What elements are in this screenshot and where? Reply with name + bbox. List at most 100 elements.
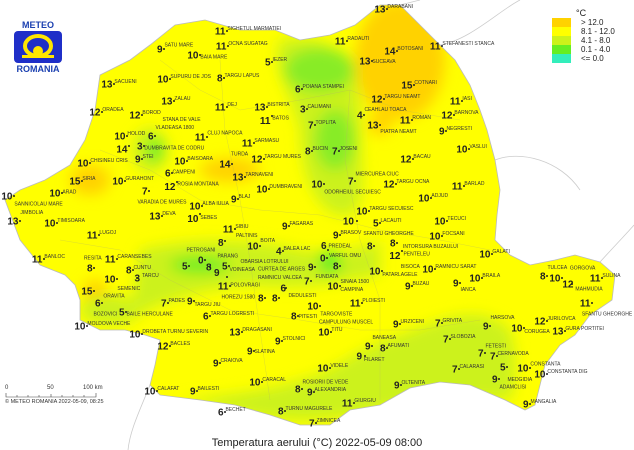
station: 11 STEFANESTI STANCA [430, 41, 495, 53]
station-temperature: 11 [195, 133, 206, 144]
station-temperature: 12 [251, 155, 263, 166]
legend-label: 4.1 - 8.0 [581, 36, 611, 45]
station: 11 SARMASU [242, 138, 280, 150]
station-temperature: 12 [371, 95, 383, 106]
station-name: BACAU [413, 154, 431, 160]
station-name: SARMASU [254, 138, 279, 144]
station: 10 DROBETA TURNU SEVERIN [129, 329, 208, 341]
station: 13 SUCEAVA [359, 57, 396, 68]
station-dot [368, 210, 370, 212]
station-dot [124, 180, 126, 182]
station-dot [141, 114, 143, 116]
station: 4 BALEA LAC [276, 246, 311, 258]
station-temperature: 12 [400, 155, 412, 166]
station-temperature: 9 [231, 195, 237, 206]
station-name: SUCEAVA [372, 59, 396, 65]
station-temperature: 14 [384, 47, 396, 58]
station-dot [196, 390, 198, 392]
station-dot [339, 234, 341, 236]
station-name: NEGRESTI [446, 126, 472, 132]
station: 9 FAGARAS [282, 221, 314, 233]
station-temperature: 10 [327, 282, 339, 293]
station-temperature: 6 [95, 299, 101, 310]
station-name: AFUMATI [387, 343, 409, 349]
station-temperature: 11 [223, 225, 234, 236]
station-temperature: 10 [104, 275, 116, 286]
station: 8 BUCIN [305, 146, 328, 158]
station: 13 DEVA [149, 211, 176, 223]
station-name: TECUCI [447, 216, 466, 222]
station-temperature: 13 [359, 57, 371, 68]
station-temperature: 5 [182, 262, 188, 273]
station-name: DARABANI [387, 4, 413, 10]
station: 13 BISTRITA [254, 102, 290, 114]
station-dot [327, 249, 329, 251]
station-temperature: 9 [394, 381, 400, 392]
station-temperature: 12 [164, 182, 176, 193]
station-temperature: 13 [161, 97, 173, 108]
station-name: BALEA LAC [283, 246, 310, 252]
station-name: VIDELE [330, 363, 348, 369]
station: 7 CERNAVODA [490, 351, 529, 363]
station-temperature: 14 [219, 160, 231, 171]
station-dot [204, 259, 206, 261]
station: 13 DARABANI [374, 4, 413, 16]
station: 11 BARLAD [452, 181, 485, 193]
station-name: SINAIA 1500 [340, 279, 369, 285]
station-dot [223, 77, 225, 79]
station-dot [386, 347, 388, 349]
station-name: FAGARAS [289, 221, 313, 227]
station: 11 GIURGIU [342, 398, 376, 410]
station-temperature: 7 [443, 335, 449, 346]
station: 5 LACAUTI [373, 218, 402, 230]
station-temperature: 9 [405, 282, 411, 293]
station-temperature: 11 [590, 274, 601, 285]
station: 8 DEDULESTI [272, 293, 317, 305]
station-dot [169, 345, 171, 347]
station-dot [281, 340, 283, 342]
station-dot [441, 45, 443, 47]
station-temperature: 5 [222, 262, 228, 273]
station-temperature: 12 [89, 108, 101, 119]
station-temperature: 7 [478, 349, 484, 360]
station-name: DEDULESTI [288, 293, 316, 299]
station: 12 TARGU OCNA [383, 179, 430, 191]
station-dot [371, 60, 373, 62]
station-temperature: 11 [350, 299, 361, 310]
legend-label: > 12.0 [581, 18, 604, 27]
station-temperature: 6 [148, 132, 154, 143]
station-dot [186, 160, 188, 162]
station: 7 VARADIA DE MURES [137, 187, 187, 206]
station: 7 JOSENI [332, 146, 358, 158]
station-name: SFANTU GHEORGHE [582, 312, 633, 318]
station-temperature: 0 [320, 254, 326, 265]
station-temperature: 6 [295, 85, 301, 96]
station-name: OLTENITA [401, 380, 425, 386]
station-temperature: 9 [157, 45, 163, 56]
station-temperature: 10 [422, 265, 434, 276]
station-temperature: 8 [540, 272, 546, 283]
station-dot [125, 311, 127, 313]
station: 13 DRAGASANI [229, 327, 272, 339]
station-temperature: 9 [247, 347, 253, 358]
station: 9 STEI [135, 154, 154, 166]
station-dot [411, 119, 413, 121]
station-name: TULCEA [547, 265, 567, 271]
station: 10 MOLDOVA VECHE [74, 321, 131, 333]
station-name: CERNAVODA [497, 351, 529, 357]
legend-swatch [552, 27, 571, 36]
station-name: BUZAU [412, 281, 429, 287]
station-dot [329, 367, 331, 369]
station-name: ZALAU [174, 96, 191, 102]
station-dot [148, 190, 150, 192]
station-dot [253, 142, 255, 144]
legend-item: 4.1 - 8.0 [542, 36, 615, 45]
station-dot [306, 108, 308, 110]
station-dot [412, 158, 414, 160]
station-name: IANCA [460, 287, 476, 293]
station-dot [244, 176, 246, 178]
station-temperature: 11 [450, 97, 461, 108]
station-dot [128, 145, 130, 147]
station-dot [201, 205, 203, 207]
station-temperature: 6 [321, 241, 327, 252]
